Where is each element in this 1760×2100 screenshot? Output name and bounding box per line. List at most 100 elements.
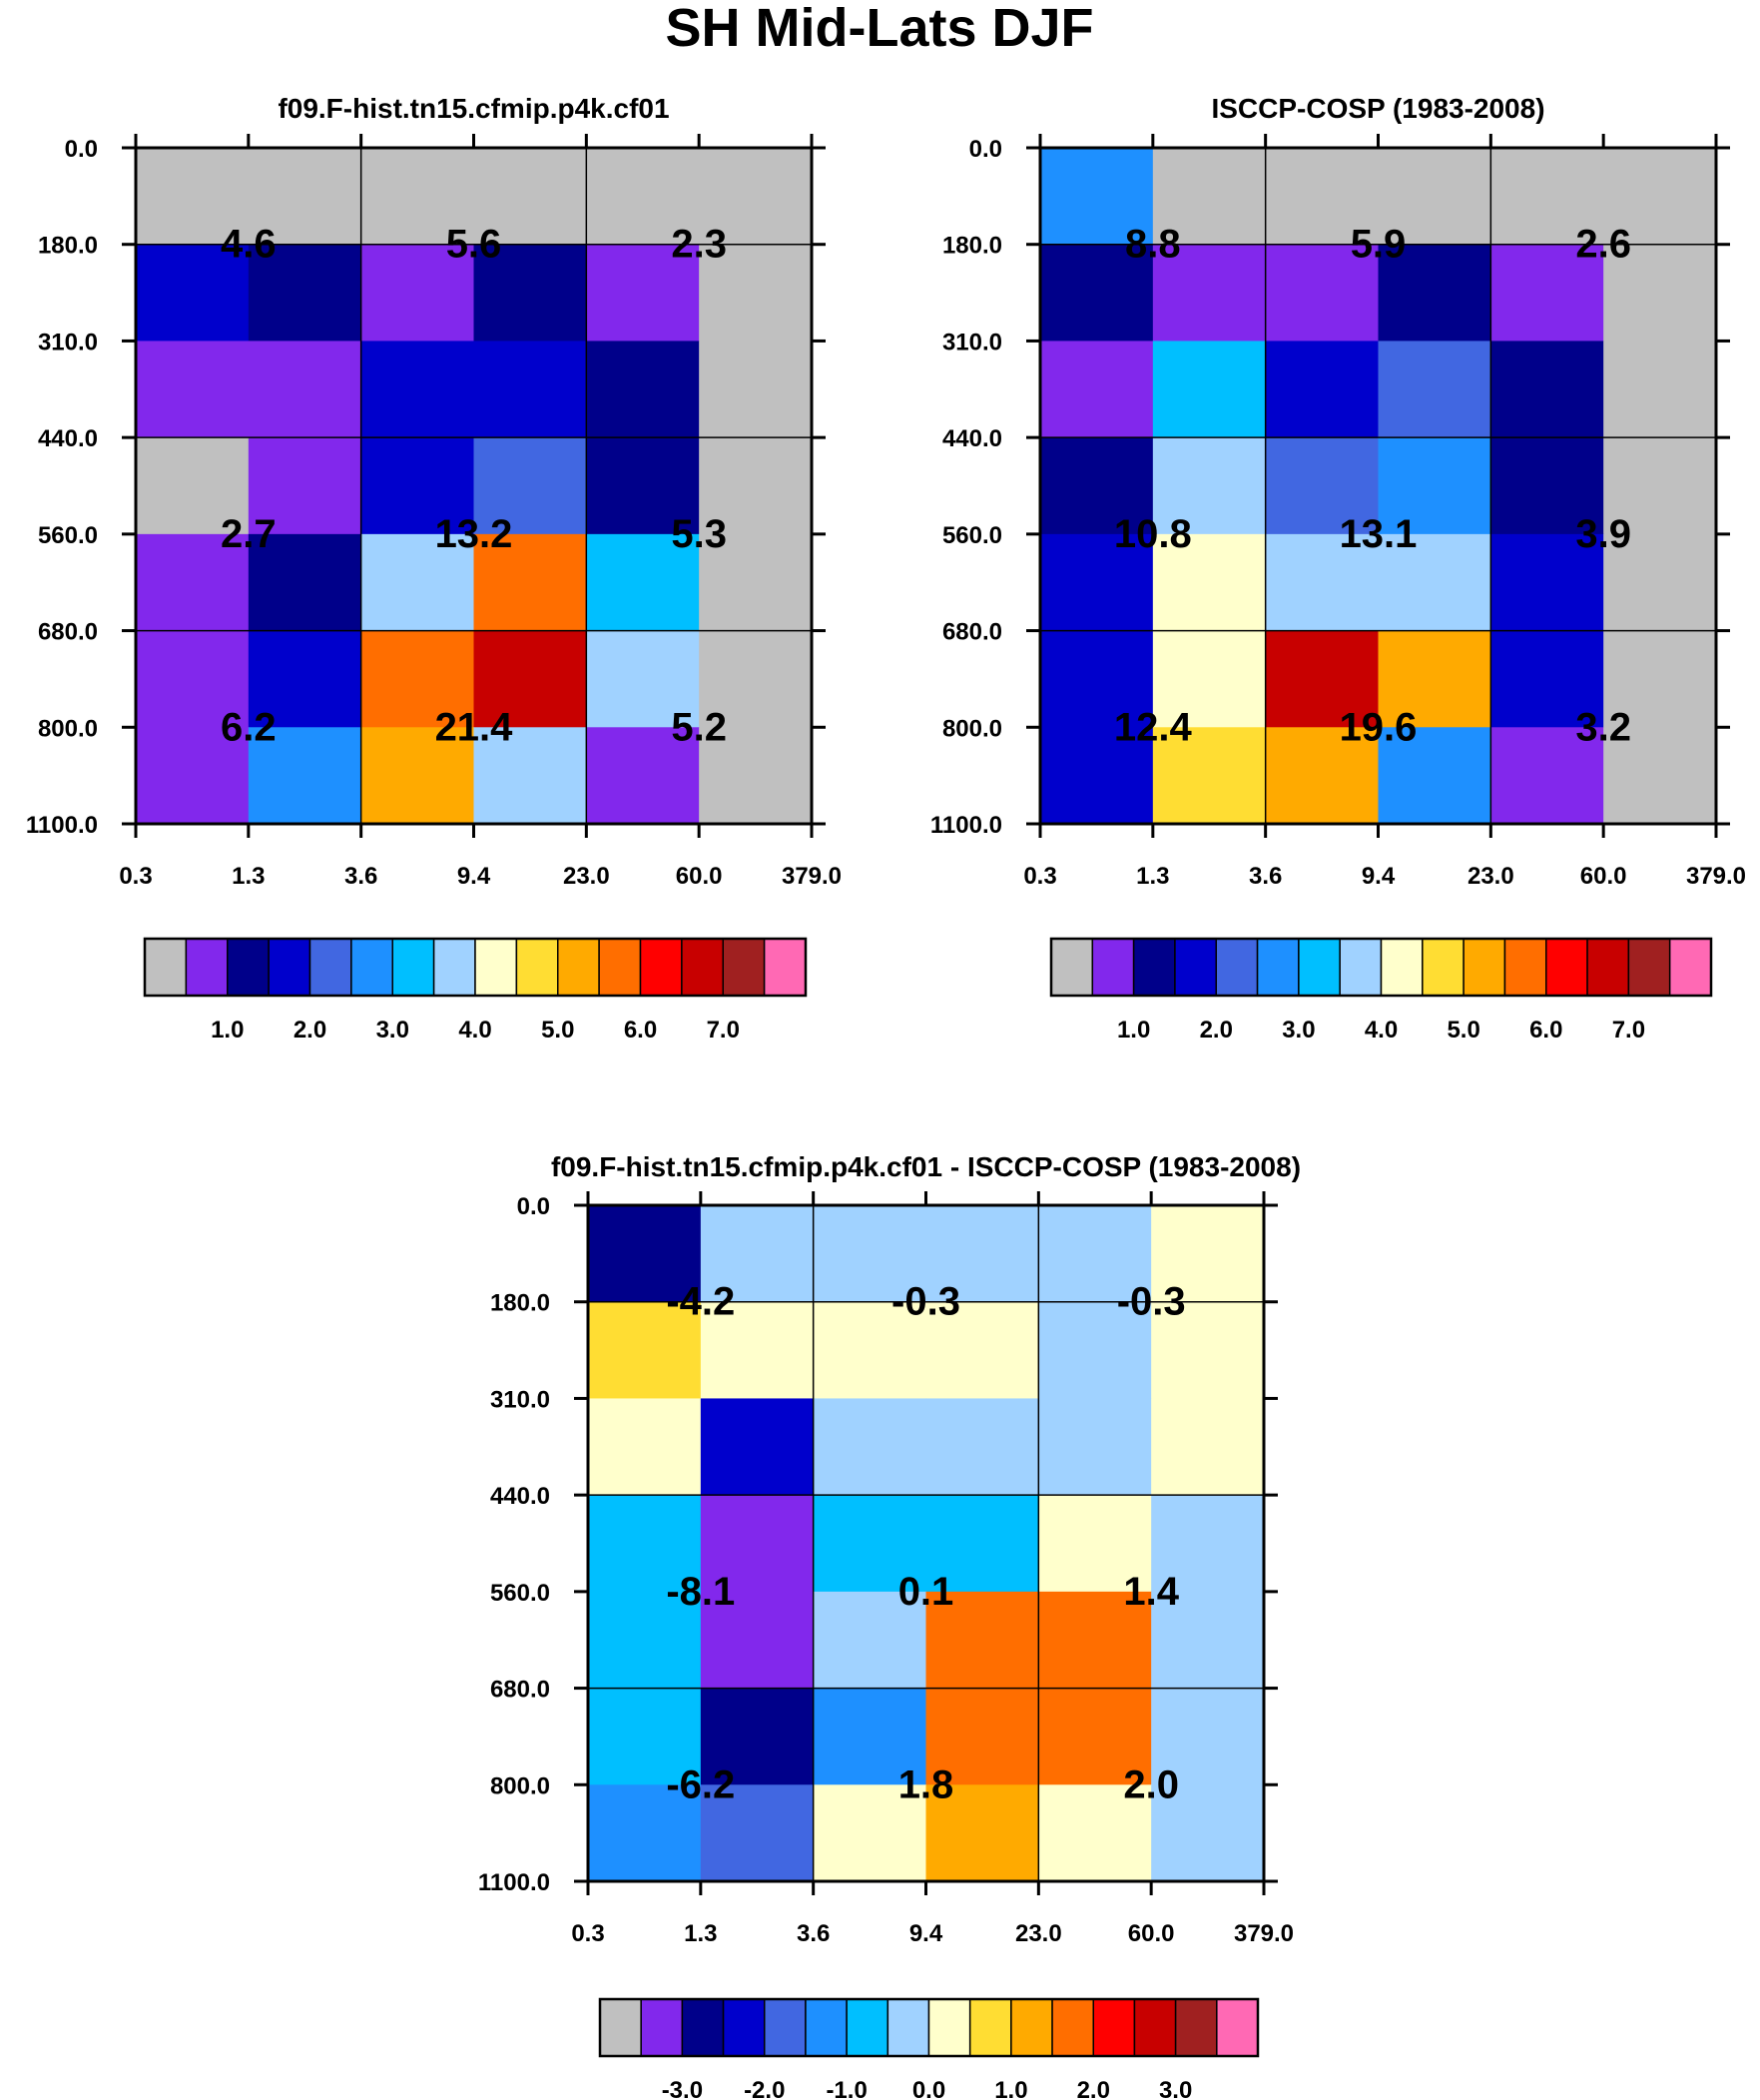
cell-value-label: -8.1 — [666, 1570, 735, 1614]
colorbar-swatch — [391, 938, 435, 997]
colorbar-swatch — [599, 1998, 642, 2057]
colorbar-swatch — [350, 938, 393, 997]
heatmap-cell — [473, 630, 587, 728]
x-tick-label: 0.3 — [571, 1920, 604, 1947]
heatmap-cell — [1152, 533, 1267, 632]
colorbar-label: 3.0 — [1159, 2077, 1192, 2100]
heatmap-cell — [1265, 244, 1380, 343]
heatmap-cell — [700, 1591, 815, 1690]
heatmap-cell — [813, 1205, 927, 1303]
cell-value-label: 12.4 — [1114, 705, 1193, 749]
colorbar-swatch — [681, 938, 724, 997]
heatmap-cell — [588, 1205, 702, 1303]
heatmap-cell — [1151, 1591, 1265, 1690]
y-tick-label: 1100.0 — [930, 812, 1002, 839]
cell-value-label: 10.8 — [1114, 512, 1192, 556]
heatmap-cell — [813, 1398, 927, 1496]
heatmap-cell — [1378, 148, 1491, 246]
heatmap-cell — [1603, 727, 1717, 825]
heatmap-cell — [586, 341, 700, 438]
colorbar-swatch — [1216, 1998, 1259, 2057]
x-tick-label: 60.0 — [676, 863, 723, 890]
x-tick-label: 1.3 — [232, 863, 265, 890]
heatmap-cell — [1152, 630, 1267, 728]
heatmap-cell — [248, 630, 362, 728]
colorbar-swatch — [1545, 938, 1588, 997]
heatmap-cell — [699, 630, 813, 728]
y-tick-label: 680.0 — [942, 619, 1002, 646]
colorbar-label: 5.0 — [1447, 1017, 1479, 1044]
colorbar-label: -1.0 — [826, 2077, 867, 2100]
heatmap-cell — [925, 1301, 1039, 1400]
heatmap-cell — [925, 1784, 1039, 1882]
heatmap-cell — [813, 1301, 927, 1400]
colorbar-swatch — [681, 1998, 725, 2057]
cell-value-label: 6.2 — [221, 705, 277, 749]
heatmap-cell — [1265, 437, 1380, 535]
heatmap-cell — [1151, 1495, 1265, 1593]
heatmap-cell — [136, 244, 250, 343]
x-tick-label: 60.0 — [1128, 1920, 1175, 1947]
heatmap-cell — [1603, 533, 1717, 632]
panel-obs: ISCCP-COSP (1983-2008) 8.8 5.9 2.6 10.8 13.1 3… — [930, 93, 1746, 1044]
heatmap-cell — [1265, 533, 1380, 632]
colorbar-label: 0.0 — [912, 2077, 945, 2100]
y-tick-label: 0.0 — [65, 136, 98, 163]
colorbar-swatch — [846, 1998, 889, 2057]
heatmap-cell — [1152, 244, 1267, 343]
x-tick-label: 60.0 — [1580, 863, 1627, 890]
y-tick-label: 310.0 — [942, 329, 1002, 355]
colorbar-swatch — [764, 1998, 807, 2057]
colorbar-swatch — [722, 1998, 766, 2057]
heatmap-cell — [1603, 148, 1717, 246]
cell-value-label: 8.8 — [1125, 223, 1181, 267]
heatmap-cell — [1490, 148, 1604, 246]
heatmap-cell — [586, 533, 700, 632]
heatmap-cell — [1151, 1398, 1265, 1496]
y-tick-label: 800.0 — [490, 1772, 550, 1799]
colorbar-label: 7.0 — [707, 1017, 740, 1044]
heatmap-cell — [248, 244, 362, 343]
colorbar-label: 6.0 — [1529, 1017, 1562, 1044]
heatmap-cell — [1038, 1784, 1152, 1882]
page-title: SH Mid-Lats DJF — [665, 0, 1093, 58]
cell-value-label: 5.6 — [446, 223, 502, 267]
colorbar-swatch — [1092, 1998, 1136, 2057]
heatmap-cell — [473, 244, 587, 343]
panel-model: f09.F-hist.tn15.cfmip.p4k.cf01 4.6 5.6 2.3 2… — [26, 93, 842, 1044]
colorbar-swatch — [557, 938, 600, 997]
heatmap-cell — [248, 727, 362, 825]
heatmap-cell — [473, 727, 587, 825]
x-tick-label: 3.6 — [1249, 863, 1282, 890]
colorbar-swatch — [805, 1998, 848, 2057]
colorbar-swatch — [763, 938, 807, 997]
x-tick-label: 9.4 — [1362, 863, 1396, 890]
heatmap-cell — [925, 1495, 1039, 1593]
colorbar-swatch — [598, 938, 642, 997]
colorbar-swatch — [722, 938, 766, 997]
cell-value-label: 5.2 — [671, 705, 727, 749]
y-tick-label: 440.0 — [942, 425, 1002, 452]
x-tick-label: 379.0 — [1686, 863, 1746, 890]
colorbar-swatch — [1174, 1998, 1218, 2057]
heatmap-cell — [1152, 341, 1267, 438]
colorbar-label: 3.0 — [1282, 1017, 1315, 1044]
colorbar-label: 4.0 — [458, 1017, 491, 1044]
colorbar-frame — [598, 1997, 1260, 2058]
heatmap-cell — [1265, 727, 1380, 825]
heatmap-cell — [699, 437, 813, 535]
heatmap-cell — [1152, 727, 1267, 825]
heatmap-cell — [1490, 630, 1604, 728]
heatmap-cell — [1490, 244, 1604, 343]
cell-value-label: 21.4 — [435, 705, 514, 749]
heatmap-cell — [1490, 533, 1604, 632]
heatmap-cell — [1378, 244, 1491, 343]
heatmap-cell — [700, 1301, 815, 1400]
heatmap-cell — [1490, 341, 1604, 438]
y-tick-label: 0.0 — [969, 136, 1002, 163]
colorbar-swatch — [1463, 938, 1506, 997]
colorbar-swatch — [1668, 938, 1712, 997]
heatmap-cell — [1038, 1591, 1152, 1690]
y-tick-label: 440.0 — [490, 1483, 550, 1510]
colorbar-swatch — [1298, 938, 1341, 997]
